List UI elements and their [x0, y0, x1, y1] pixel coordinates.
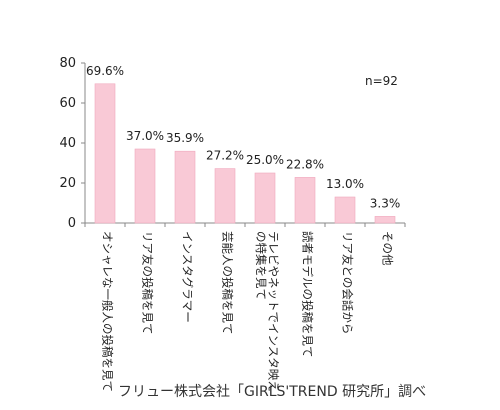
category-label: オシャレな一般人の投稿を見て	[100, 231, 114, 392]
category-label: テレビやネットでインスタ映え	[267, 231, 281, 392]
y-tick-label: 60	[59, 96, 76, 111]
bar	[374, 216, 396, 224]
bar	[214, 168, 236, 224]
value-label: 69.6%	[86, 64, 124, 78]
category-label: その他	[380, 231, 394, 266]
bar	[174, 150, 196, 224]
bar	[294, 177, 316, 224]
value-label: 13.0%	[326, 177, 364, 191]
value-label: 25.0%	[246, 153, 284, 167]
value-label: 35.9%	[166, 131, 204, 145]
bar	[134, 148, 156, 224]
value-label: 3.3%	[370, 196, 401, 210]
category-label: リア友との会話から	[340, 231, 354, 334]
category-label: 芸能人の投稿を見て	[220, 231, 234, 335]
bar	[334, 196, 356, 224]
value-label: 27.2%	[206, 149, 244, 163]
source-credit: フリュー株式会社「GIRLS'TREND 研究所」調べ	[118, 384, 427, 400]
bar	[254, 172, 276, 224]
category-label: インスタグラマー	[180, 231, 194, 323]
category-label: 読者モデルの投稿を見て	[300, 231, 314, 358]
bar	[94, 83, 116, 224]
y-tick-label: 40	[59, 136, 76, 151]
value-label: 37.0%	[126, 129, 164, 143]
y-tick-label: 20	[59, 176, 76, 191]
category-label: の特集を見て	[254, 231, 268, 300]
sample-size-note: n=92	[365, 74, 398, 88]
y-tick-label: 80	[59, 56, 76, 71]
y-tick-label: 0	[68, 216, 76, 231]
value-label: 22.8%	[286, 157, 324, 171]
category-label: リア友の投稿を見て	[140, 231, 154, 335]
